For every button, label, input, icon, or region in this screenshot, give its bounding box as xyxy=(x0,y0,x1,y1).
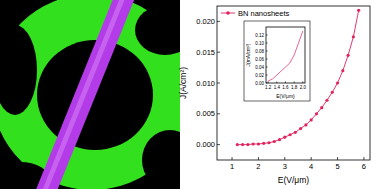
inset-chart: 1.21.41.61.82.0 0.00 0.02 0.04 0.06 0.08 0.10 0… xyxy=(244,21,310,101)
grid-hole xyxy=(142,130,180,189)
y-tick xyxy=(266,83,268,84)
x-tick-label: 1 xyxy=(230,162,234,171)
series-marker xyxy=(325,99,328,102)
x-tick-label: 1.2 xyxy=(265,85,272,90)
y-tick-label: 0.02 xyxy=(255,73,264,78)
y-axis-label: J(A/cm²) xyxy=(178,67,188,99)
series-marker xyxy=(273,140,276,143)
y-tick-label: 0.10 xyxy=(255,41,264,46)
y-tick-label: 0.010 xyxy=(196,79,215,88)
x-tick xyxy=(268,82,269,84)
figure: 1 2 3 4 5 6 0.000 0.005 0.010 0.015 0.020 E(V/μm) J(… xyxy=(0,0,376,189)
y-tick-label: 0.06 xyxy=(255,57,264,62)
y-tick-label: 0.12 xyxy=(255,33,264,38)
series-marker xyxy=(347,54,350,57)
micrograph xyxy=(0,0,180,189)
y-tick-label: 0.04 xyxy=(255,65,264,70)
series-marker xyxy=(299,127,302,130)
y-axis-label: J(mA/cm²) xyxy=(245,43,251,66)
main-chart: 1 2 3 4 5 6 0.000 0.005 0.010 0.015 0.020 E(V/μm) J(… xyxy=(178,6,370,185)
y-tick xyxy=(217,83,220,84)
x-axis-label: E(V/μm) xyxy=(276,93,295,99)
x-tick-label: 5 xyxy=(335,162,339,171)
series-marker xyxy=(267,141,270,144)
series-marker xyxy=(315,112,318,115)
y-tick xyxy=(217,113,220,114)
series-marker xyxy=(336,81,339,84)
x-tick-label: 6 xyxy=(362,162,366,171)
series-marker xyxy=(283,136,286,139)
y-tick-label: 0.015 xyxy=(196,48,215,57)
y-tick-label: 0.08 xyxy=(255,49,264,54)
nanosheet-rod xyxy=(31,0,136,189)
x-tick xyxy=(258,157,259,160)
x-tick xyxy=(284,157,285,160)
x-axis-label: E(V/μm) xyxy=(278,175,310,185)
series-marker xyxy=(252,142,255,145)
x-tick xyxy=(302,82,303,84)
x-tick xyxy=(232,157,233,160)
x-tick-label: 3 xyxy=(283,162,287,171)
x-tick-label: 1.8 xyxy=(291,85,298,90)
x-tick xyxy=(363,157,364,160)
y-tick xyxy=(266,75,268,76)
series-marker xyxy=(341,69,344,72)
y-tick-label: 0.020 xyxy=(196,17,215,26)
x-tick-label: 2 xyxy=(256,162,260,171)
x-tick xyxy=(285,82,286,84)
inset-frame xyxy=(244,21,310,101)
data-area xyxy=(236,9,361,146)
series-line xyxy=(268,31,303,81)
series-marker xyxy=(262,142,265,145)
series-marker xyxy=(236,143,239,146)
legend-marker xyxy=(226,11,230,15)
series-line xyxy=(237,10,358,144)
x-tick xyxy=(337,157,338,160)
x-tick-label: 1.6 xyxy=(282,85,289,90)
y-tick-label: 0.000 xyxy=(196,140,215,149)
y-tick-label: 0.005 xyxy=(196,109,215,118)
series-marker xyxy=(288,133,291,136)
plot-frame xyxy=(217,6,370,160)
y-tick xyxy=(266,43,268,44)
grid-hole xyxy=(135,5,180,55)
plot-frame xyxy=(266,27,305,83)
x-tick xyxy=(276,82,277,84)
y-tick xyxy=(266,67,268,68)
series-marker xyxy=(304,123,307,126)
series-marker xyxy=(357,9,360,12)
series-marker xyxy=(331,91,334,94)
series-marker xyxy=(257,142,260,145)
x-tick xyxy=(311,157,312,160)
y-tick xyxy=(266,35,268,36)
series-marker xyxy=(352,35,355,38)
series-marker xyxy=(320,106,323,109)
x-tick-label: 2.0 xyxy=(300,85,307,90)
y-tick xyxy=(217,21,220,22)
series-marker xyxy=(278,138,281,141)
series-marker xyxy=(241,143,244,146)
grid-hole xyxy=(0,25,37,115)
legend-label: BN nanosheets xyxy=(238,9,290,18)
x-tick-label: 4 xyxy=(309,162,313,171)
y-tick xyxy=(266,51,268,52)
series-marker xyxy=(294,131,297,134)
series-marker xyxy=(246,143,249,146)
series-marker xyxy=(310,118,313,121)
y-tick xyxy=(217,144,220,145)
data-area xyxy=(268,31,303,81)
nanosheet-highlight xyxy=(36,0,127,189)
y-tick xyxy=(217,52,220,53)
x-tick xyxy=(294,82,295,84)
x-tick-label: 1.4 xyxy=(274,85,281,90)
y-tick xyxy=(266,59,268,60)
y-tick-label: 0.00 xyxy=(255,81,264,86)
